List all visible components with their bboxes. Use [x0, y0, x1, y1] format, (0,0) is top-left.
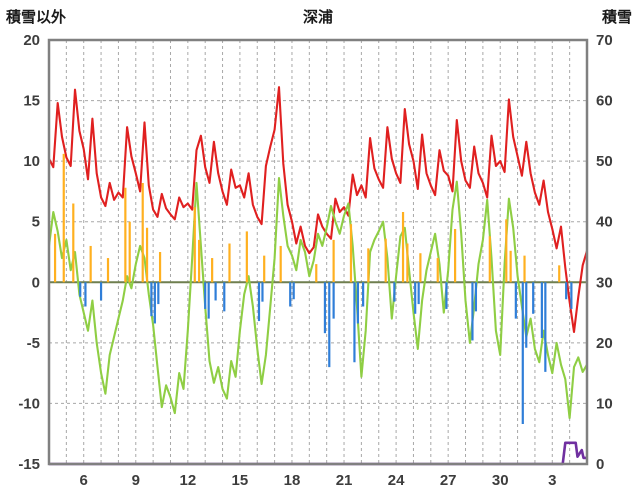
right-axis-tick-label: 0 [596, 456, 604, 473]
left-axis-tick-label: 10 [23, 153, 40, 170]
right-axis-tick-label: 40 [596, 214, 613, 231]
left-axis-tick-label: -15 [18, 456, 40, 473]
left-axis-tick-label: 5 [32, 214, 40, 231]
x-axis-tick-label: 3 [548, 472, 556, 489]
green-line [47, 177, 588, 420]
x-axis-tick-label: 30 [492, 472, 509, 489]
left-axis-tick-label: 15 [23, 93, 40, 110]
x-axis-tick-label: 9 [132, 472, 140, 489]
x-axis-tick-label: 27 [440, 472, 457, 489]
right-axis-tick-label: 10 [596, 395, 613, 412]
plot-frame [47, 38, 589, 466]
x-axis-tick-label: 21 [336, 472, 353, 489]
right-axis-tick-label: 60 [596, 93, 613, 110]
left-axis-tick-label: 20 [23, 32, 40, 49]
left-axis-title: 積雪以外 [6, 9, 67, 26]
purple-line [49, 441, 587, 466]
left-axis-tick-label: -5 [27, 335, 40, 352]
right-axis-tick-label: 50 [596, 153, 613, 170]
left-axis-tick-label: 0 [32, 274, 40, 291]
x-axis-tick-label: 18 [284, 472, 301, 489]
right-axis-tick-label: 30 [596, 274, 613, 291]
x-axis-tick-label: 12 [179, 472, 196, 489]
right-axis-tick-label: 20 [596, 335, 613, 352]
right-axis-title: 積雪 [601, 9, 632, 26]
red-line [48, 86, 589, 334]
left-axis-tick-label: -10 [18, 395, 40, 412]
right-axis-tick-label: 70 [596, 32, 613, 49]
x-axis-tick-label: 15 [232, 472, 249, 489]
x-axis-tick-label: 6 [80, 472, 88, 489]
x-axis-tick-label: 24 [388, 472, 405, 489]
chart-title: 深浦 [302, 9, 334, 26]
